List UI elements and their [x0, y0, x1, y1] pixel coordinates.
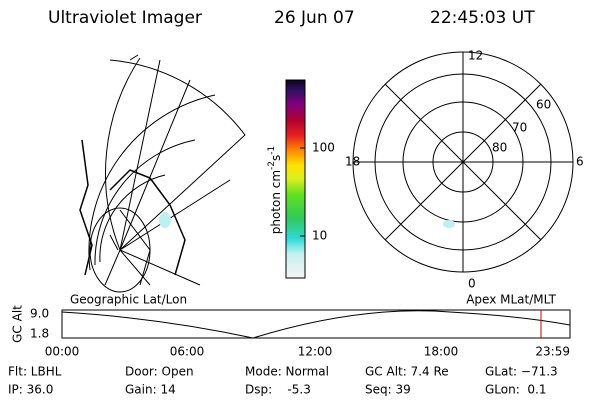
- status-field: GLon: 0.1: [485, 383, 546, 397]
- time: 22:45:03 UT: [430, 8, 535, 28]
- status-field: Flt: LBHL: [8, 365, 62, 379]
- altitude-curve: [61, 310, 571, 339]
- timeline-axis-label: GC Alt: [11, 305, 25, 343]
- aurora-spot: [159, 212, 171, 228]
- status-field: GLat: −71.3: [485, 365, 558, 379]
- mlt-label: 18: [345, 155, 360, 169]
- mlt-label: 0: [468, 277, 476, 291]
- colorbar: [285, 79, 306, 279]
- status-field: Mode: Normal: [245, 365, 329, 379]
- mlt-label: 12: [468, 49, 483, 63]
- colorbar-label: photon cm-2s-1: [267, 146, 283, 235]
- x-label: 00:00: [45, 345, 80, 359]
- aurora-spot: [443, 220, 455, 228]
- title: Ultraviolet Imager: [48, 8, 202, 28]
- panel-caption: Apex MLat/MLT: [466, 293, 556, 307]
- x-label: 23:59: [535, 345, 570, 359]
- x-label: 06:00: [170, 345, 205, 359]
- polar-grid: [352, 51, 574, 273]
- colorbar-tick: 100: [312, 141, 335, 155]
- y-label: 9.0: [30, 307, 49, 321]
- status-field: Seq: 39: [365, 383, 411, 397]
- x-label: 12:00: [298, 345, 333, 359]
- y-label: 1.8: [30, 327, 49, 341]
- timeline-box: [61, 309, 571, 339]
- status-field: Gain: 14: [125, 383, 176, 397]
- x-label: 18:00: [424, 345, 459, 359]
- geo-grid: [79, 54, 246, 293]
- colorbar-tick: 10: [312, 229, 327, 243]
- status-field: Door: Open: [125, 365, 194, 379]
- status-field: GC Alt: 7.4 Re: [365, 365, 449, 379]
- status-field: IP: 36.0: [8, 383, 53, 397]
- status-field: Dsp: -5.3: [245, 383, 311, 397]
- lat-label: 70: [512, 121, 527, 135]
- lat-label: 80: [492, 141, 507, 155]
- mlt-label: 6: [576, 155, 584, 169]
- lat-label: 60: [536, 98, 551, 112]
- panel-caption: Geographic Lat/Lon: [70, 293, 187, 307]
- date: 26 Jun 07: [274, 8, 355, 28]
